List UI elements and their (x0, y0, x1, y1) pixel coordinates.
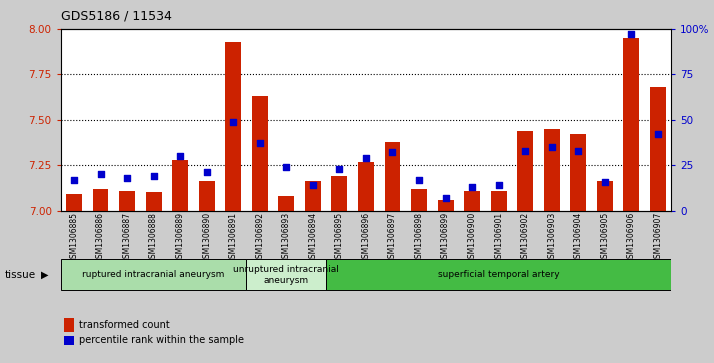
Bar (331, 176, 347, 211)
Bar (597, 182, 613, 211)
Text: unruptured intracranial
aneurysm: unruptured intracranial aneurysm (233, 265, 339, 285)
Bar (119, 191, 135, 211)
Bar (252, 96, 268, 211)
Bar (385, 142, 401, 211)
Point (387, 150, 398, 155)
Point (360, 155, 371, 161)
Text: transformed count: transformed count (79, 320, 170, 330)
Point (69, 177, 80, 183)
Point (440, 195, 451, 201)
Point (573, 148, 584, 154)
Bar (438, 200, 453, 211)
Bar (225, 42, 241, 211)
Bar (411, 189, 427, 211)
Text: percentile rank within the sample: percentile rank within the sample (79, 335, 244, 346)
Point (520, 148, 531, 154)
Bar (358, 162, 374, 211)
Point (228, 119, 239, 125)
Text: GDS5186 / 11534: GDS5186 / 11534 (61, 9, 171, 22)
Bar (172, 160, 188, 211)
Bar (650, 87, 666, 211)
Bar (146, 192, 161, 211)
Text: ▶: ▶ (41, 270, 49, 280)
Bar (198, 182, 215, 211)
Point (254, 140, 266, 146)
Bar (326, 260, 671, 290)
Bar (491, 191, 507, 211)
Text: ruptured intracranial aneurysm: ruptured intracranial aneurysm (82, 270, 225, 280)
Point (333, 166, 345, 172)
Point (546, 144, 558, 150)
Text: superficial temporal artery: superficial temporal artery (438, 270, 560, 280)
Point (307, 182, 318, 188)
Bar (623, 38, 639, 211)
Bar (246, 260, 326, 290)
Point (466, 184, 478, 190)
Bar (93, 189, 109, 211)
Point (281, 164, 292, 170)
Point (413, 177, 425, 183)
Bar (278, 196, 294, 211)
Point (599, 179, 610, 184)
Bar (61, 260, 246, 290)
Bar (66, 194, 82, 211)
Point (201, 170, 212, 175)
Point (121, 175, 133, 181)
Point (625, 32, 637, 37)
Point (148, 173, 159, 179)
Bar (544, 129, 560, 211)
Text: tissue: tissue (4, 270, 36, 280)
Bar (464, 191, 480, 211)
Point (95, 171, 106, 177)
Bar (305, 182, 321, 211)
Point (493, 182, 504, 188)
Bar (517, 131, 533, 211)
Bar (570, 134, 586, 211)
Point (174, 153, 186, 159)
Point (652, 131, 663, 137)
